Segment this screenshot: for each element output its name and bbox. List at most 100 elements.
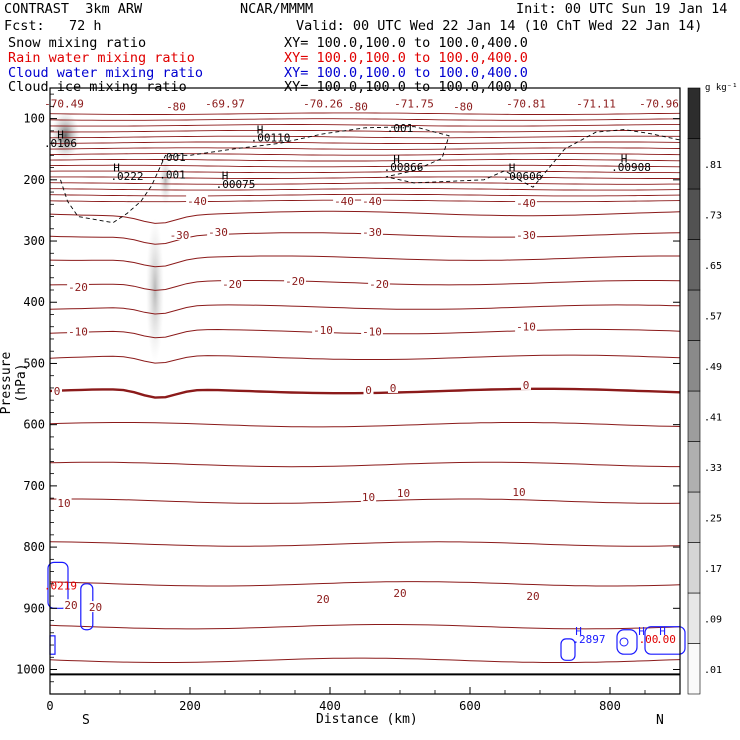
contour-label-bg	[395, 487, 412, 499]
temperature-contour-line	[49, 328, 681, 339]
temperature-contour-line	[49, 170, 681, 174]
contour-label-bg	[515, 228, 537, 240]
contour-label-bg	[207, 225, 229, 237]
cloud-contour-layer	[47, 126, 686, 661]
y-tick-label: 1000	[16, 663, 45, 677]
model-title: CONTRAST 3km ARW	[4, 1, 143, 17]
colorbar-label: .65	[704, 261, 722, 272]
temperature-contour-label: -40	[334, 195, 354, 208]
valid-time: Valid: 00 UTC Wed 22 Jan 14 (10 ChT Wed …	[296, 18, 703, 34]
max-value-label: .00866	[384, 161, 424, 174]
contour-label-bg	[511, 486, 527, 497]
temperature-contour-label: 0	[523, 379, 530, 392]
temperature-contour-label: -80	[348, 100, 368, 113]
temperature-contour-label: -70.26	[303, 97, 343, 110]
temperature-contour-label: -10	[313, 324, 333, 337]
temperature-contour-label: -40	[516, 197, 536, 210]
contour-label-bg	[312, 323, 334, 335]
y-tick-label: 400	[23, 295, 45, 309]
temperature-contour-label: 0	[54, 385, 61, 398]
legend-label-cloud-water: Cloud water mixing ratio	[8, 65, 204, 81]
y-tick-label: 900	[23, 601, 45, 615]
temperature-contour-label: -20	[285, 275, 305, 288]
plot-frame	[49, 87, 681, 695]
colorbar-bin	[687, 542, 701, 594]
high-marker-label: H	[509, 162, 516, 175]
legend-label-snow: Snow mixing ratio	[8, 35, 147, 51]
temperature-contour-line	[49, 164, 681, 168]
max-value-label: .0222	[110, 170, 143, 183]
contour-label-bg	[284, 274, 306, 286]
temperature-contour-line	[49, 141, 681, 145]
contour-label-bg	[361, 195, 383, 207]
temperature-contour-label: -71.75	[394, 97, 434, 110]
y-tick-label: 700	[23, 479, 45, 493]
cloud-ice-contour	[60, 126, 681, 224]
temperature-contour-line	[49, 118, 680, 121]
contour-label-bg	[388, 381, 398, 393]
x-tick-label: 0	[46, 699, 53, 713]
colorbar-unit: g kg⁻¹	[705, 83, 738, 93]
colorbar-bin	[687, 138, 701, 190]
temperature-contour-line	[49, 657, 681, 663]
max-value-label: .0219	[44, 580, 77, 593]
x-tick-label: 800	[599, 699, 621, 713]
high-marker-label: H	[659, 625, 666, 638]
temperature-contour-label: -10	[68, 326, 88, 339]
contour-label-bg	[575, 97, 617, 109]
temperature-contour-line	[49, 153, 681, 156]
colorbar: .01 .09 .17 .25 .33 .41 .49 .57 .65 .73 .81	[687, 87, 722, 695]
temperature-contour-line	[49, 581, 681, 587]
contour-label-bg	[315, 593, 331, 605]
contour-label-bg	[515, 320, 537, 332]
colorbar-bin	[687, 188, 701, 240]
temperature-contour-label: -71.11	[576, 97, 616, 110]
temperature-contour-line	[49, 193, 681, 197]
temperature-contour-line	[49, 158, 681, 162]
temperature-contour-label: -69.97	[205, 97, 245, 110]
high-marker-label: H	[393, 153, 400, 166]
colorbar-label: .41	[704, 412, 722, 423]
x-axis-south-label: S	[82, 713, 90, 728]
temperature-contour-line	[49, 461, 680, 468]
max-value-label: .001	[159, 168, 186, 181]
contour-label-bg	[67, 325, 89, 337]
colorbar-label: .57	[704, 311, 722, 322]
temperature-contour-line	[49, 210, 681, 224]
high-marker-label: H	[621, 152, 628, 165]
colorbar-bin	[687, 390, 701, 442]
snow-plume-column	[146, 218, 164, 362]
forecast-hour: Fcst: 72 h	[4, 18, 102, 34]
colorbar-bin	[687, 441, 701, 493]
temperature-contour-label: 10	[397, 487, 410, 500]
colorbar-bin	[687, 592, 701, 644]
temperature-contour-label: 10	[57, 497, 70, 510]
contour-label-bg	[87, 601, 104, 613]
y-axis-title: Pressure (hPa)	[0, 351, 29, 415]
contour-label-bg	[525, 590, 541, 602]
contour-label-bg	[521, 378, 531, 390]
temperature-contour-line	[49, 498, 681, 504]
temperature-contour-line	[49, 280, 681, 291]
high-marker-label: H	[575, 625, 582, 638]
temperature-contour-label: 0	[365, 384, 372, 397]
temperature-contour-label: -70.96	[639, 97, 679, 110]
colorbar-bin	[687, 491, 701, 543]
temperature-contour-label: 20	[316, 593, 329, 606]
x-axis-north-label: N	[656, 713, 664, 728]
temperature-contour-label: -30	[170, 229, 190, 242]
max-value-label: .00606	[503, 170, 543, 183]
temperature-contour-label: 10	[512, 486, 525, 499]
contour-label-bg	[302, 97, 344, 109]
temperature-contour-layer	[49, 112, 681, 676]
y-tick-label: 300	[23, 234, 45, 248]
temperature-contour-label: -20	[222, 278, 242, 291]
contour-label-bg	[452, 100, 474, 112]
contour-label-bg	[186, 195, 208, 207]
colorbar-bin	[687, 289, 701, 341]
x-tick-label: 600	[459, 699, 481, 713]
temperature-contour-line	[49, 199, 681, 203]
temperature-contour-line	[49, 304, 681, 315]
y-tick-label: 800	[23, 540, 45, 554]
